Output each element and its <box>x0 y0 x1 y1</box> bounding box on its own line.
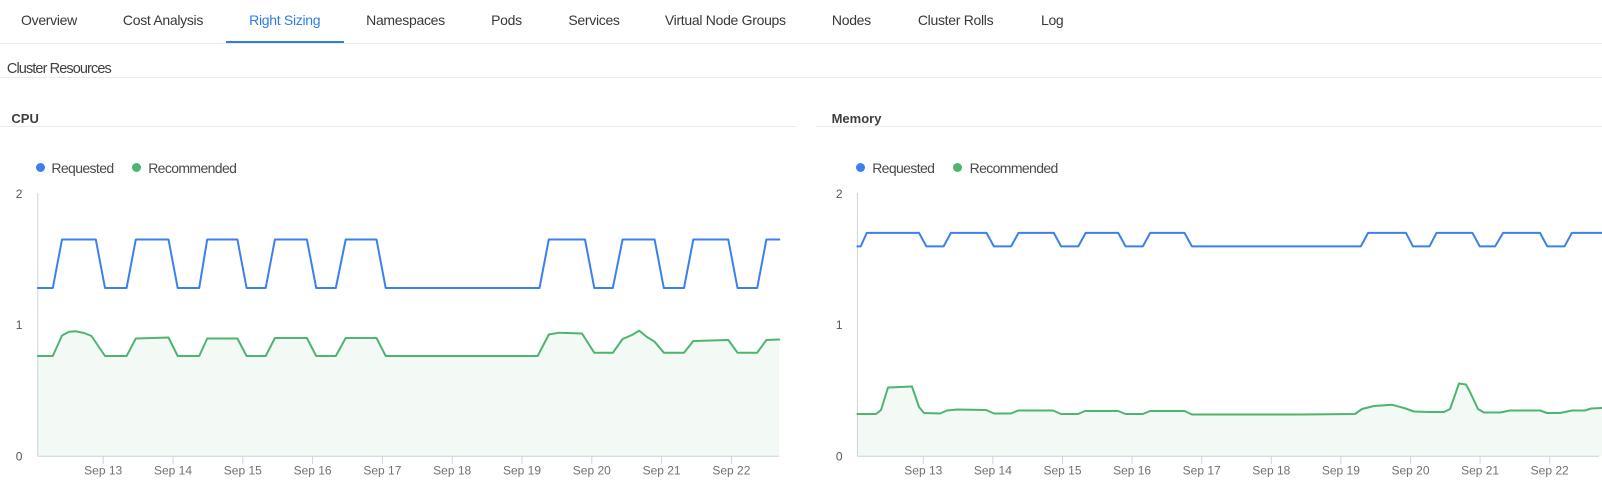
svg-text:Sep 13: Sep 13 <box>904 464 942 478</box>
svg-text:0: 0 <box>836 450 843 464</box>
svg-text:Sep 22: Sep 22 <box>1531 464 1569 478</box>
svg-text:1: 1 <box>836 318 843 332</box>
svg-text:0: 0 <box>16 450 23 464</box>
svg-text:1: 1 <box>16 318 23 332</box>
svg-text:Sep 15: Sep 15 <box>1043 464 1081 478</box>
svg-text:Sep 17: Sep 17 <box>363 464 401 478</box>
svg-text:Sep 21: Sep 21 <box>643 464 681 478</box>
svg-text:Sep 15: Sep 15 <box>224 464 262 478</box>
svg-text:2: 2 <box>836 187 843 201</box>
svg-text:Sep 14: Sep 14 <box>974 464 1012 478</box>
svg-text:Sep 13: Sep 13 <box>84 464 122 478</box>
svg-text:2: 2 <box>16 187 23 201</box>
svg-text:Sep 18: Sep 18 <box>1252 464 1290 478</box>
svg-text:Sep 16: Sep 16 <box>294 464 332 478</box>
svg-text:Sep 20: Sep 20 <box>573 464 611 478</box>
svg-text:Sep 22: Sep 22 <box>712 464 750 478</box>
svg-text:Sep 20: Sep 20 <box>1391 464 1429 478</box>
svg-text:Sep 16: Sep 16 <box>1113 464 1151 478</box>
svg-text:Sep 17: Sep 17 <box>1183 464 1221 478</box>
svg-text:Sep 18: Sep 18 <box>433 464 471 478</box>
svg-text:Sep 21: Sep 21 <box>1461 464 1499 478</box>
svg-text:Sep 19: Sep 19 <box>503 464 541 478</box>
svg-text:Sep 14: Sep 14 <box>154 464 192 478</box>
svg-text:Sep 19: Sep 19 <box>1322 464 1360 478</box>
